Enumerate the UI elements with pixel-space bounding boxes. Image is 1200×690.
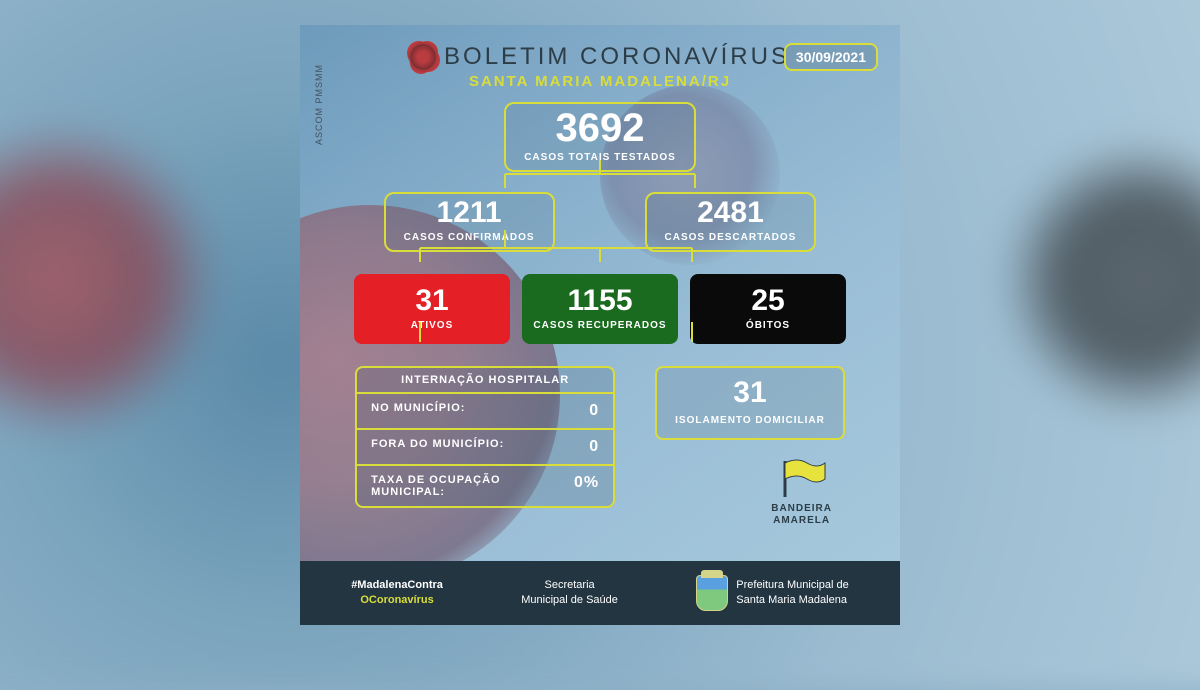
secretaria-line1: Secretaria	[521, 578, 618, 593]
box-recovered: 1155 CASOS RECUPERADOS	[522, 274, 678, 344]
coronavirus-icon	[410, 44, 436, 70]
stats-tree: 3692 CASOS TOTAIS TESTADOS 1211 CASOS CO…	[340, 102, 860, 508]
hospital-row-fora: FORA DO MUNICÍPIO: 0	[357, 428, 613, 464]
box-isolation: 31 ISOLAMENTO DOMICILIAR	[655, 366, 845, 440]
hospital-box: INTERNAÇÃO HOSPITALAR NO MUNICÍPIO: 0 FO…	[355, 366, 615, 508]
prefeitura-line1: Prefeitura Municipal de	[736, 578, 849, 593]
confirmed-value: 1211	[404, 198, 535, 228]
recovered-label: CASOS RECUPERADOS	[533, 320, 666, 331]
total-tested-label: CASOS TOTAIS TESTADOS	[524, 152, 676, 163]
box-total-tested: 3692 CASOS TOTAIS TESTADOS	[504, 102, 696, 172]
bulletin-card: ASCOM PMSMM BOLETIM CORONAVÍRUS SANTA MA…	[300, 25, 900, 625]
hospital-row-ocupacao: TAXA DE OCUPAÇÃO MUNICIPAL: 0%	[357, 464, 613, 506]
active-value: 31	[362, 286, 502, 316]
hospital-r3-value: 0%	[574, 474, 599, 498]
total-tested-value: 3692	[524, 108, 676, 148]
bulletin-title: BOLETIM CORONAVÍRUS	[444, 43, 790, 71]
isolation-label: ISOLAMENTO DOMICILIAR	[675, 415, 825, 426]
hospital-r3-label: TAXA DE OCUPAÇÃO MUNICIPAL:	[371, 474, 574, 498]
active-label: ATIVOS	[411, 320, 453, 331]
hospital-r1-label: NO MUNICÍPIO:	[371, 402, 465, 420]
bulletin-subtitle: SANTA MARIA MADALENA/RJ	[300, 73, 900, 90]
box-confirmed: 1211 CASOS CONFIRMADOS	[384, 192, 555, 252]
footer-hashtag: #MadalenaContra OCoronavírus	[351, 578, 443, 608]
date-badge: 30/09/2021	[784, 43, 878, 71]
header: BOLETIM CORONAVÍRUS SANTA MARIA MADALENA…	[300, 25, 900, 90]
hospital-title: INTERNAÇÃO HOSPITALAR	[357, 368, 613, 392]
hospital-r1-value: 0	[589, 402, 599, 420]
box-discarded: 2481 CASOS DESCARTADOS	[645, 192, 817, 252]
prefeitura-line2: Santa Maria Madalena	[736, 593, 849, 608]
recovered-value: 1155	[530, 286, 670, 316]
deaths-label: ÓBITOS	[746, 320, 790, 331]
footer-prefeitura: Prefeitura Municipal de Santa Maria Mada…	[696, 575, 849, 611]
hospital-r2-value: 0	[589, 438, 599, 456]
hospital-row-municipio: NO MUNICÍPIO: 0	[357, 392, 613, 428]
discarded-value: 2481	[665, 198, 797, 228]
flag-line1: BANDEIRA	[771, 503, 832, 515]
hashtag-line2: OCoronavírus	[351, 593, 443, 608]
crest-icon	[696, 575, 728, 611]
deaths-value: 25	[698, 286, 838, 316]
hashtag-line1: #MadalenaContra	[351, 578, 443, 593]
footer: #MadalenaContra OCoronavírus Secretaria …	[300, 561, 900, 625]
flag-icon	[777, 457, 827, 499]
flag-line2: AMARELA	[771, 515, 832, 527]
confirmed-label: CASOS CONFIRMADOS	[404, 232, 535, 243]
box-deaths: 25 ÓBITOS	[690, 274, 846, 344]
hospital-r2-label: FORA DO MUNICÍPIO:	[371, 438, 504, 456]
discarded-label: CASOS DESCARTADOS	[665, 232, 797, 243]
isolation-value: 31	[675, 376, 825, 410]
flag-status: BANDEIRA AMARELA	[771, 457, 832, 527]
footer-secretaria: Secretaria Municipal de Saúde	[521, 578, 618, 608]
secretaria-line2: Municipal de Saúde	[521, 593, 618, 608]
box-active: 31 ATIVOS	[354, 274, 510, 344]
